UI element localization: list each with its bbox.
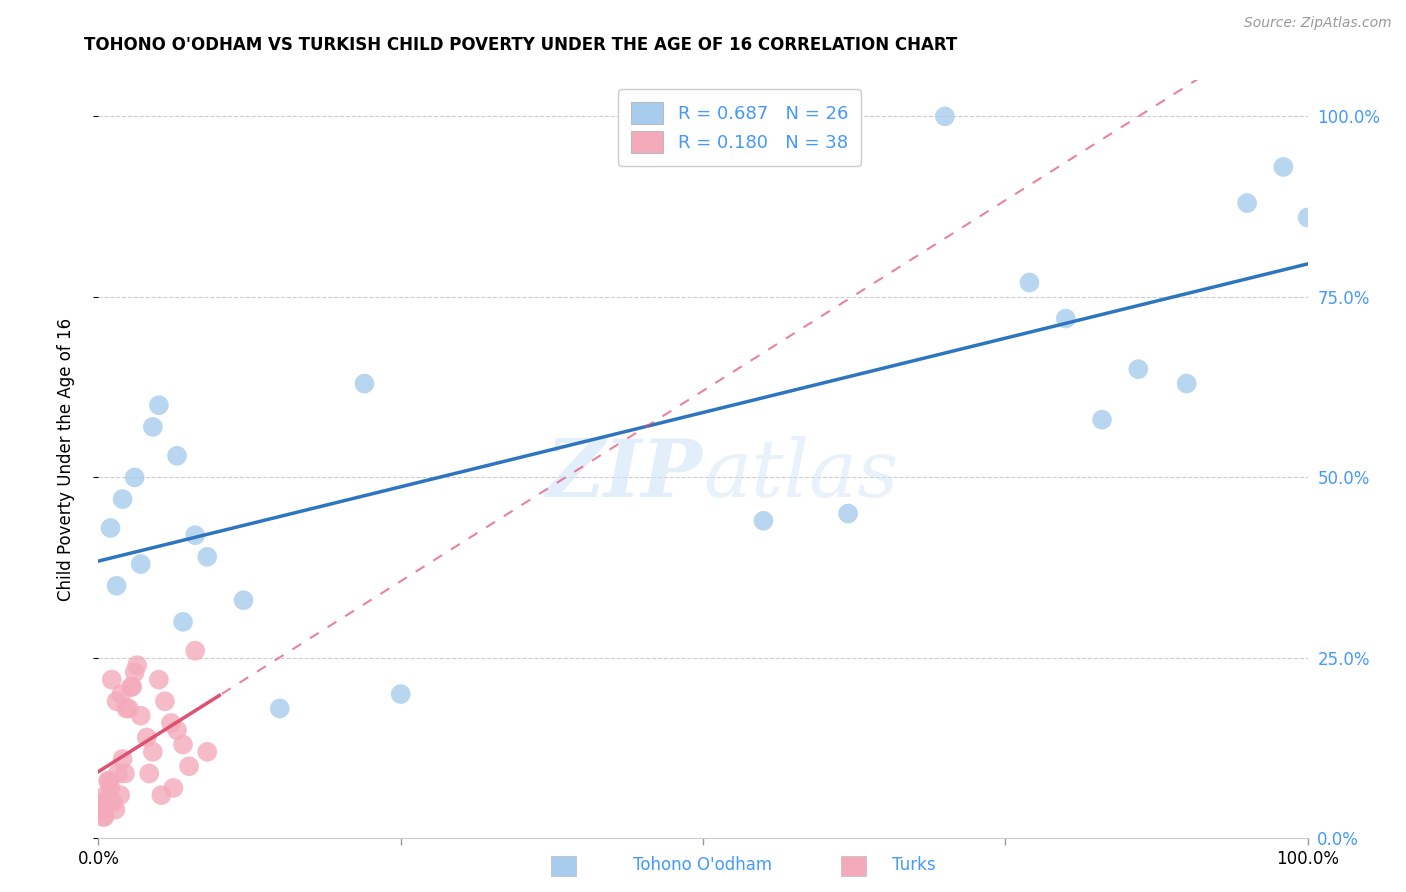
Point — [353, 376, 375, 391]
Point — [172, 738, 194, 752]
Point — [166, 723, 188, 738]
Point — [100, 673, 122, 687]
Point — [135, 731, 157, 745]
Point — [142, 420, 165, 434]
Point — [104, 803, 127, 817]
Point — [1296, 211, 1319, 225]
Point — [91, 803, 114, 817]
Point — [160, 715, 183, 730]
Point — [98, 773, 121, 788]
Point — [179, 759, 201, 773]
Point — [129, 708, 152, 723]
Text: Turks: Turks — [891, 855, 936, 873]
Text: TOHONO O'ODHAM VS TURKISH CHILD POVERTY UNDER THE AGE OF 16 CORRELATION CHART: TOHONO O'ODHAM VS TURKISH CHILD POVERTY … — [84, 36, 957, 54]
Point — [121, 680, 143, 694]
Point — [142, 745, 165, 759]
Legend: R = 0.687   N = 26, R = 0.180   N = 38: R = 0.687 N = 26, R = 0.180 N = 38 — [619, 89, 860, 166]
Y-axis label: Child Poverty Under the Age of 16: Child Poverty Under the Age of 16 — [56, 318, 75, 601]
Point — [108, 788, 131, 802]
Point — [124, 470, 146, 484]
Point — [120, 680, 142, 694]
Point — [114, 766, 136, 780]
Point — [150, 788, 173, 802]
Point — [111, 752, 134, 766]
Point — [115, 701, 138, 715]
Point — [100, 521, 122, 535]
Point — [162, 780, 184, 795]
Point — [148, 398, 170, 412]
Point — [127, 658, 149, 673]
Point — [148, 673, 170, 687]
Point — [97, 773, 120, 788]
Point — [837, 507, 859, 521]
Point — [389, 687, 412, 701]
Point — [105, 579, 128, 593]
Point — [1091, 412, 1114, 426]
Point — [1018, 276, 1040, 290]
Point — [129, 557, 152, 571]
Point — [752, 514, 775, 528]
Point — [269, 701, 291, 715]
Point — [195, 549, 218, 564]
Point — [232, 593, 254, 607]
Point — [111, 492, 134, 507]
Point — [1128, 362, 1150, 376]
Point — [166, 449, 188, 463]
Point — [105, 694, 128, 708]
Point — [1236, 196, 1258, 211]
Point — [101, 796, 124, 810]
Point — [1175, 376, 1198, 391]
Point — [184, 644, 207, 658]
Point — [124, 665, 146, 680]
Text: Source: ZipAtlas.com: Source: ZipAtlas.com — [1244, 16, 1392, 29]
Point — [195, 745, 218, 759]
Point — [90, 796, 112, 810]
Point — [1054, 311, 1077, 326]
Point — [107, 766, 129, 780]
Bar — [841, 856, 866, 876]
Text: atlas: atlas — [703, 436, 898, 513]
Point — [94, 788, 117, 802]
Point — [172, 615, 194, 629]
Point — [96, 796, 118, 810]
Point — [153, 694, 176, 708]
Point — [118, 701, 141, 715]
Point — [138, 766, 160, 780]
Point — [1272, 160, 1295, 174]
Point — [184, 528, 207, 542]
Text: ZIP: ZIP — [546, 436, 703, 513]
Bar — [551, 856, 576, 876]
Point — [91, 810, 114, 824]
Point — [100, 780, 122, 795]
Point — [934, 109, 956, 123]
Point — [110, 687, 132, 701]
Point — [93, 810, 115, 824]
Text: Tohono O'odham: Tohono O'odham — [634, 855, 772, 873]
